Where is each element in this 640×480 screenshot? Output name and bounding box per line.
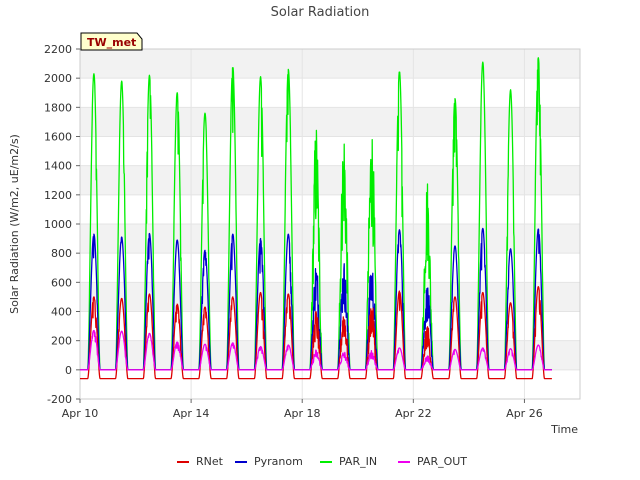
- grid-band: [80, 107, 580, 137]
- legend-label: RNet: [196, 455, 224, 468]
- x-axis-label: Time: [550, 423, 578, 436]
- legend-item-par-in: PAR_IN: [320, 455, 377, 468]
- y-axis: -200 0 200 400 600 800 1000 1200 1400 1600 1800 200…: [44, 43, 80, 406]
- x-tick-label: Apr 18: [284, 407, 321, 420]
- y-tick-label: 2200: [44, 43, 72, 56]
- grid-band: [80, 165, 580, 195]
- station-badge: TW_met: [80, 32, 143, 51]
- grid-band: [80, 194, 580, 224]
- grid-band: [80, 253, 580, 283]
- grid-band: [80, 340, 580, 370]
- y-tick-label: -200: [47, 393, 72, 406]
- grid-band: [80, 78, 580, 108]
- grid-band: [80, 282, 580, 312]
- grid-band: [80, 224, 580, 254]
- series-line-par-out: [79, 329, 553, 371]
- station-badge-label: TW_met: [87, 36, 136, 49]
- y-tick-label: 1000: [44, 218, 72, 231]
- grid-band: [80, 311, 580, 341]
- y-tick-label: 1200: [44, 189, 72, 202]
- legend-item-par-out: PAR_OUT: [398, 455, 467, 468]
- legend-label: Pyranom: [254, 455, 303, 468]
- y-tick-label: 200: [51, 335, 72, 348]
- y-tick-label: 600: [51, 276, 72, 289]
- legend-label: PAR_IN: [339, 455, 377, 468]
- x-tick-label: Apr 26: [506, 407, 543, 420]
- grid-band: [80, 136, 580, 166]
- series-lines: [79, 57, 553, 380]
- legend-item-pyranom: Pyranom: [235, 455, 303, 468]
- legend: RNet Pyranom PAR_IN PAR_OUT: [177, 455, 467, 468]
- legend-label: PAR_OUT: [417, 455, 467, 468]
- chart-title: Solar Radiation: [271, 5, 370, 20]
- y-tick-label: 800: [51, 247, 72, 260]
- legend-item-rnet: RNet: [177, 455, 224, 468]
- y-tick-label: 1800: [44, 101, 72, 114]
- x-tick-label: Apr 10: [62, 407, 99, 420]
- series-line-rnet: [79, 286, 553, 380]
- y-axis-label: Solar Radiation (W/m2, uE/m2/s): [8, 134, 21, 314]
- y-tick-label: 2000: [44, 72, 72, 85]
- y-tick-label: 1400: [44, 160, 72, 173]
- y-tick-label: 0: [65, 364, 72, 377]
- grid-band: [80, 49, 580, 79]
- grid-band: [80, 369, 580, 399]
- x-tick-label: Apr 14: [173, 407, 210, 420]
- plot-area: [79, 48, 581, 400]
- x-tick-label: Apr 22: [395, 407, 432, 420]
- y-tick-label: 400: [51, 306, 72, 319]
- station-badge-box: [80, 32, 143, 51]
- grid-bands: [79, 48, 580, 400]
- x-axis: Apr 10 Apr 14 Apr 18 Apr 22 Apr 26: [62, 399, 543, 420]
- y-tick-label: 1600: [44, 131, 72, 144]
